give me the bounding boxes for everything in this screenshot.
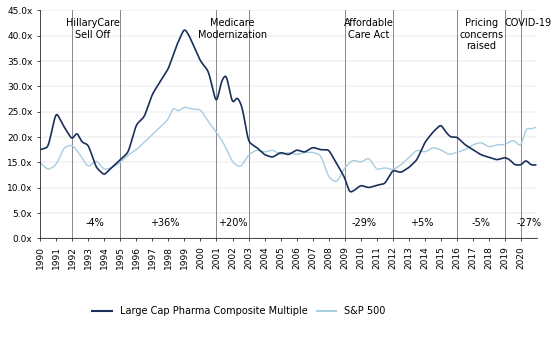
Text: +36%: +36% xyxy=(151,218,180,228)
Text: Affordable
Care Act: Affordable Care Act xyxy=(344,18,394,40)
Text: -29%: -29% xyxy=(352,218,376,228)
Text: -27%: -27% xyxy=(517,218,542,228)
Text: +5%: +5% xyxy=(410,218,433,228)
Text: HillaryCare
Sell Off: HillaryCare Sell Off xyxy=(66,18,120,40)
Text: -5%: -5% xyxy=(472,218,491,228)
Text: COVID-19: COVID-19 xyxy=(505,18,552,28)
Text: -4%: -4% xyxy=(85,218,104,228)
Text: Medicare
Modernization: Medicare Modernization xyxy=(198,18,267,40)
Text: Pricing
concerns
raised: Pricing concerns raised xyxy=(459,18,503,51)
Text: +20%: +20% xyxy=(218,218,248,228)
Legend: Large Cap Pharma Composite Multiple, S&P 500: Large Cap Pharma Composite Multiple, S&P… xyxy=(88,302,389,320)
